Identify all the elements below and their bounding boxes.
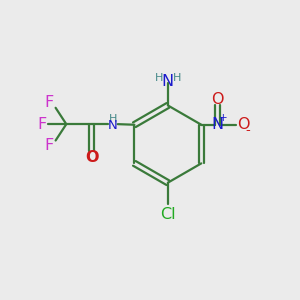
Text: F: F — [44, 95, 54, 110]
Text: O: O — [85, 150, 98, 165]
Text: H: H — [109, 114, 117, 124]
Text: F: F — [37, 117, 46, 132]
Text: O: O — [237, 117, 249, 132]
Text: N: N — [212, 117, 224, 132]
Text: Cl: Cl — [160, 207, 176, 222]
Text: +: + — [219, 113, 227, 123]
Text: H: H — [155, 73, 163, 83]
Text: N: N — [108, 119, 118, 132]
Text: H: H — [172, 73, 181, 83]
Text: O: O — [212, 92, 224, 107]
Text: -: - — [245, 124, 250, 137]
Text: N: N — [162, 74, 174, 89]
Text: F: F — [44, 138, 54, 153]
